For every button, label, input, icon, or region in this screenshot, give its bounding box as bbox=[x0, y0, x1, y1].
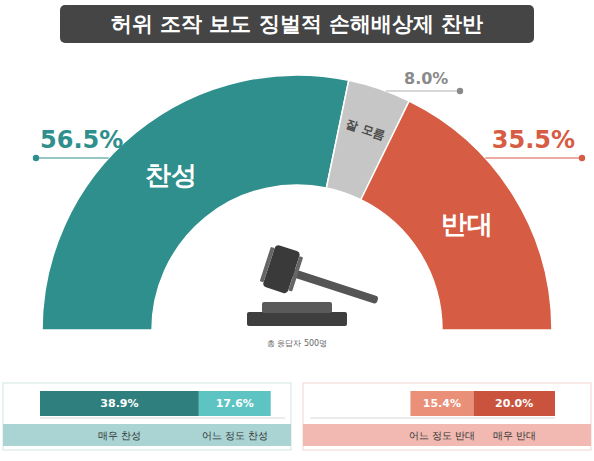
legend-entry: 어느 정도 찬성 bbox=[202, 430, 268, 441]
value-label: 35.5% bbox=[492, 126, 575, 154]
annotation: 총 응답자 500명 bbox=[267, 339, 327, 348]
gavel-icon bbox=[247, 243, 384, 326]
bar-group bbox=[40, 391, 271, 416]
axis-line bbox=[40, 418, 285, 419]
data-label: 15.4% bbox=[423, 397, 461, 410]
chart-title: 허위 조작 보도 징벌적 손해배상제 찬반 bbox=[111, 12, 484, 36]
bar-segment bbox=[410, 391, 473, 416]
legend-strip bbox=[303, 424, 591, 446]
segment-name: 잘 모름 bbox=[344, 116, 387, 142]
leader-line bbox=[386, 90, 460, 91]
leader-dot bbox=[457, 88, 463, 94]
gavel-head bbox=[262, 244, 300, 294]
bar-labels: 38.9% 17.6% bbox=[100, 397, 254, 410]
gavel-base-top bbox=[262, 302, 332, 313]
leader-line bbox=[485, 157, 582, 158]
bar-group bbox=[410, 391, 555, 416]
bar-segment bbox=[199, 391, 271, 416]
legend-entry: 매우 반대 bbox=[493, 430, 536, 441]
bar-segment bbox=[473, 391, 555, 416]
gavel-hammer bbox=[258, 243, 384, 321]
gavel-cap bbox=[288, 256, 303, 291]
data-label: 17.6% bbox=[216, 397, 254, 410]
panel-frame bbox=[303, 383, 591, 450]
leader-dot bbox=[579, 155, 585, 161]
segment-name: 반대 bbox=[441, 209, 493, 239]
bar-labels: 20.0% 15.4% bbox=[423, 397, 533, 410]
gavel-cap bbox=[260, 247, 275, 282]
value-label: 8.0% bbox=[404, 69, 448, 88]
title-banner bbox=[60, 5, 534, 43]
chart-root: 허위 조작 보도 징벌적 손해배상제 찬반찬성 잘 모름반대 56.5% 8.0% 35… bbox=[0, 0, 594, 461]
gavel-base bbox=[247, 312, 347, 326]
bar-segment bbox=[40, 391, 199, 416]
gavel-handle bbox=[289, 268, 379, 304]
gauge-segment bbox=[42, 75, 349, 330]
leader-dot bbox=[33, 155, 39, 161]
legend-entry: 어느 정도 반대 bbox=[409, 430, 475, 441]
legend-entry: 매우 찬성 bbox=[98, 430, 141, 441]
data-label: 38.9% bbox=[100, 397, 138, 410]
legend-strip bbox=[3, 424, 291, 446]
segment-name: 찬성 bbox=[145, 160, 197, 190]
leader-line bbox=[36, 157, 109, 158]
gauge-segments bbox=[42, 75, 552, 330]
panel-frame bbox=[3, 383, 291, 450]
value-label: 56.5% bbox=[40, 126, 123, 154]
data-label: 20.0% bbox=[495, 397, 533, 410]
axis-line bbox=[310, 418, 555, 419]
